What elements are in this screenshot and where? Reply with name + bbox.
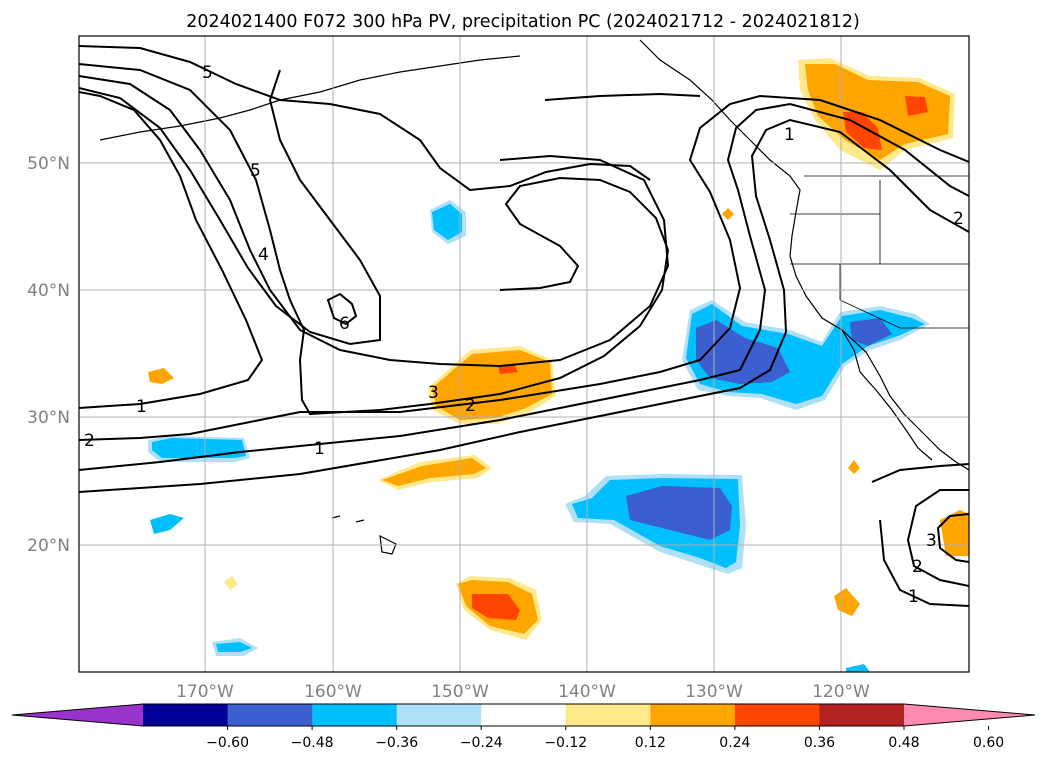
colorbar-segment (650, 704, 736, 726)
colorbar-segment (565, 704, 651, 726)
state-borders (790, 175, 969, 329)
colorbar-tick-label: 0.48 (888, 735, 919, 751)
colorbar-tick-label: 0.36 (804, 735, 835, 751)
colorbar-outline (11, 703, 1036, 727)
lat-label: 40°N (27, 281, 70, 301)
precip-negative-area (850, 318, 892, 346)
colorbar-extend-high (904, 704, 1035, 726)
colorbar-segment (819, 704, 905, 726)
precip-negative-area (846, 664, 870, 672)
pv-contour (79, 118, 969, 493)
colorbar-tick-label: 0.12 (635, 735, 666, 751)
precip-positive-area (472, 594, 520, 620)
pv-contour (79, 94, 969, 441)
pv-contours (79, 45, 969, 607)
colorbar-segment (227, 704, 313, 726)
lat-label: 30°N (27, 408, 70, 428)
contour-label-1: 1 (136, 397, 147, 417)
precip-negative-area (150, 514, 184, 534)
colorbar-segment (481, 704, 567, 726)
pv-contour (79, 45, 651, 192)
lon-label: 170°W (176, 682, 234, 702)
latitude-labels: 50°N 40°N 30°N 20°N (27, 154, 70, 556)
pv-contour (871, 463, 969, 607)
lon-label: 120°W (812, 682, 870, 702)
contour-label-4: 4 (258, 245, 269, 265)
pv-contour (79, 91, 264, 409)
colorbar-tick-label: −0.24 (460, 735, 503, 751)
contour-label-2: 2 (84, 431, 95, 451)
figure-title: 2024021400 F072 300 hPa PV, precipitatio… (186, 12, 860, 32)
lon-label: 140°W (558, 682, 616, 702)
contour-label-2: 2 (953, 209, 964, 229)
contour-label-1: 1 (784, 125, 795, 145)
colorbar: −0.60 −0.48 −0.36 −0.24 −0.12 0.12 0.24 0.36 0.4… (11, 703, 1036, 751)
lat-label: 20°N (27, 536, 70, 556)
precip-positive-area (224, 576, 238, 590)
precip-negative-area (152, 438, 246, 458)
pv-contour (79, 75, 670, 368)
colorbar-tick-label: −0.60 (206, 735, 249, 751)
contour-label-3: 3 (926, 531, 937, 551)
colorbar-tick-label: −0.48 (291, 735, 334, 751)
precip-negative-area (626, 486, 732, 540)
contour-label-1: 1 (314, 439, 325, 459)
pv-contour (79, 63, 670, 416)
pv-contour (79, 69, 381, 346)
colorbar-segment (143, 704, 229, 726)
pv-contour (79, 102, 969, 471)
contour-label-5: 5 (250, 161, 261, 181)
colorbar-extend-low (12, 704, 143, 726)
precip-positive-area (905, 96, 928, 116)
colorbar-segment (396, 704, 482, 726)
contour-label-6: 6 (339, 314, 350, 334)
coastline-alaska-chain (99, 55, 521, 141)
lon-label: 130°W (685, 682, 743, 702)
longitude-labels: 170°W 160°W 150°W 140°W 130°W 120°W (176, 682, 870, 702)
precip-positive-area (848, 460, 860, 474)
lon-label: 150°W (431, 682, 489, 702)
colorbar-segment (734, 704, 820, 726)
precip-negative-area (696, 320, 790, 384)
colorbar-tick-label: −0.12 (544, 735, 587, 751)
pv-contour (326, 292, 358, 326)
contour-label-1: 1 (908, 587, 919, 607)
gridlines (79, 36, 969, 672)
border-state (790, 180, 969, 329)
contour-label-2: 2 (465, 396, 476, 416)
map-frame (78, 35, 970, 673)
precip-positive-area (148, 368, 174, 384)
map-panel: 1 2 1 3 2 4 5 5 6 1 2 3 2 1 50°N 40°N 30… (27, 35, 970, 702)
lon-label: 160°W (304, 682, 362, 702)
precip-positive-area (432, 350, 552, 420)
contour-label-5: 5 (202, 63, 213, 83)
lat-label: 50°N (27, 154, 70, 174)
contour-label-3: 3 (428, 383, 439, 403)
precip-positive-area (722, 208, 734, 220)
colorbar-tick-label: 0.24 (719, 735, 750, 751)
coastline-baja (841, 329, 933, 461)
pv-contour-labels: 1 2 1 3 2 4 5 5 6 1 2 3 2 1 (84, 63, 964, 607)
colorbar-segment (312, 704, 398, 726)
contour-label-2: 2 (912, 557, 923, 577)
colorbar-tick-label: −0.36 (375, 735, 418, 751)
pv-contour (544, 92, 701, 101)
precip-negative-area (432, 204, 462, 240)
colorbar-tick-label: 0.60 (973, 735, 1004, 751)
precip-negative-area (216, 642, 252, 652)
